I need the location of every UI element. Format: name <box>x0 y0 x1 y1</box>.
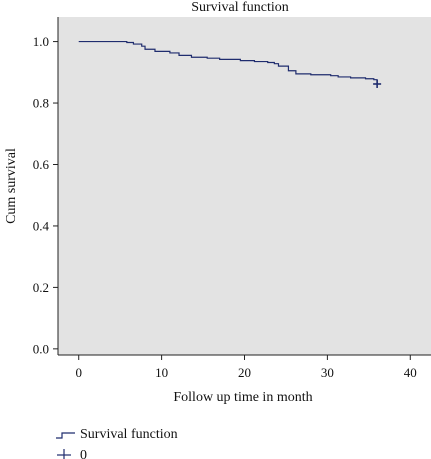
censor-marks <box>373 79 382 88</box>
survival-curve <box>78 40 378 84</box>
y-tick-label: 0.6 <box>33 157 50 172</box>
x-tick-label: 0 <box>75 365 82 380</box>
legend-label-survival: Survival function <box>80 427 178 442</box>
x-axis-title: Follow up time in month <box>173 390 312 405</box>
chart-title: Survival function <box>191 0 289 15</box>
tick-marks <box>53 41 411 360</box>
tick-labels: 0 10 20 30 40 0.0 0.2 0.4 0.6 0.8 1.0 <box>33 34 417 380</box>
legend-label-censored: 0 <box>80 448 87 459</box>
legend-step-icon <box>56 432 75 439</box>
x-tick-label: 40 <box>404 365 417 380</box>
legend-censor-icon <box>57 449 71 459</box>
legend: Survival function 0 <box>56 427 178 459</box>
y-tick-label: 1.0 <box>33 34 49 49</box>
y-tick-label: 0.4 <box>33 218 50 233</box>
plot-area <box>58 17 431 355</box>
x-tick-label: 10 <box>155 365 168 380</box>
y-tick-label: 0.2 <box>33 280 49 295</box>
y-tick-label: 0.8 <box>33 96 49 111</box>
x-tick-label: 20 <box>238 365 251 380</box>
censor-mark <box>373 79 382 88</box>
x-tick-label: 30 <box>321 365 334 380</box>
y-tick-label: 0.0 <box>33 341 49 356</box>
y-axis-title: Cum survival <box>4 148 19 224</box>
